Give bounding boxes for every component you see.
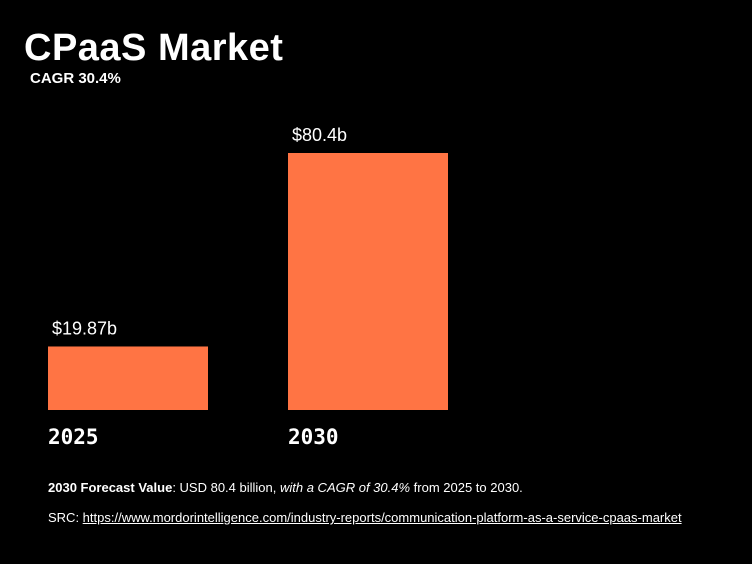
- source-prefix: SRC:: [48, 510, 83, 525]
- chart-subtitle: CAGR 30.4%: [30, 70, 121, 87]
- forecast-note: 2030 Forecast Value: USD 80.4 billion, w…: [48, 480, 523, 496]
- category-label-2025: 2025: [48, 425, 99, 449]
- chart-title: CPaaS Market: [24, 27, 284, 69]
- data-label-2025: $19.87b: [52, 318, 117, 338]
- source-note: SRC: https://www.mordorintelligence.com/…: [48, 510, 708, 526]
- forecast-note-text-1: : USD 80.4 billion,: [172, 480, 280, 495]
- bar-2025: [48, 346, 208, 410]
- forecast-note-text-2: from 2025 to 2030.: [410, 480, 523, 495]
- data-label-2030: $80.4b: [292, 125, 347, 145]
- bar-chart: $19.87b 2025 $80.4b 2030: [48, 125, 448, 449]
- forecast-note-emphasis: with a CAGR of 30.4%: [279, 480, 411, 495]
- bar-2030: [288, 153, 448, 410]
- category-label-2030: 2030: [288, 425, 339, 449]
- source-link[interactable]: https://www.mordorintelligence.com/indus…: [82, 510, 682, 525]
- forecast-note-label: 2030 Forecast Value: [48, 480, 173, 495]
